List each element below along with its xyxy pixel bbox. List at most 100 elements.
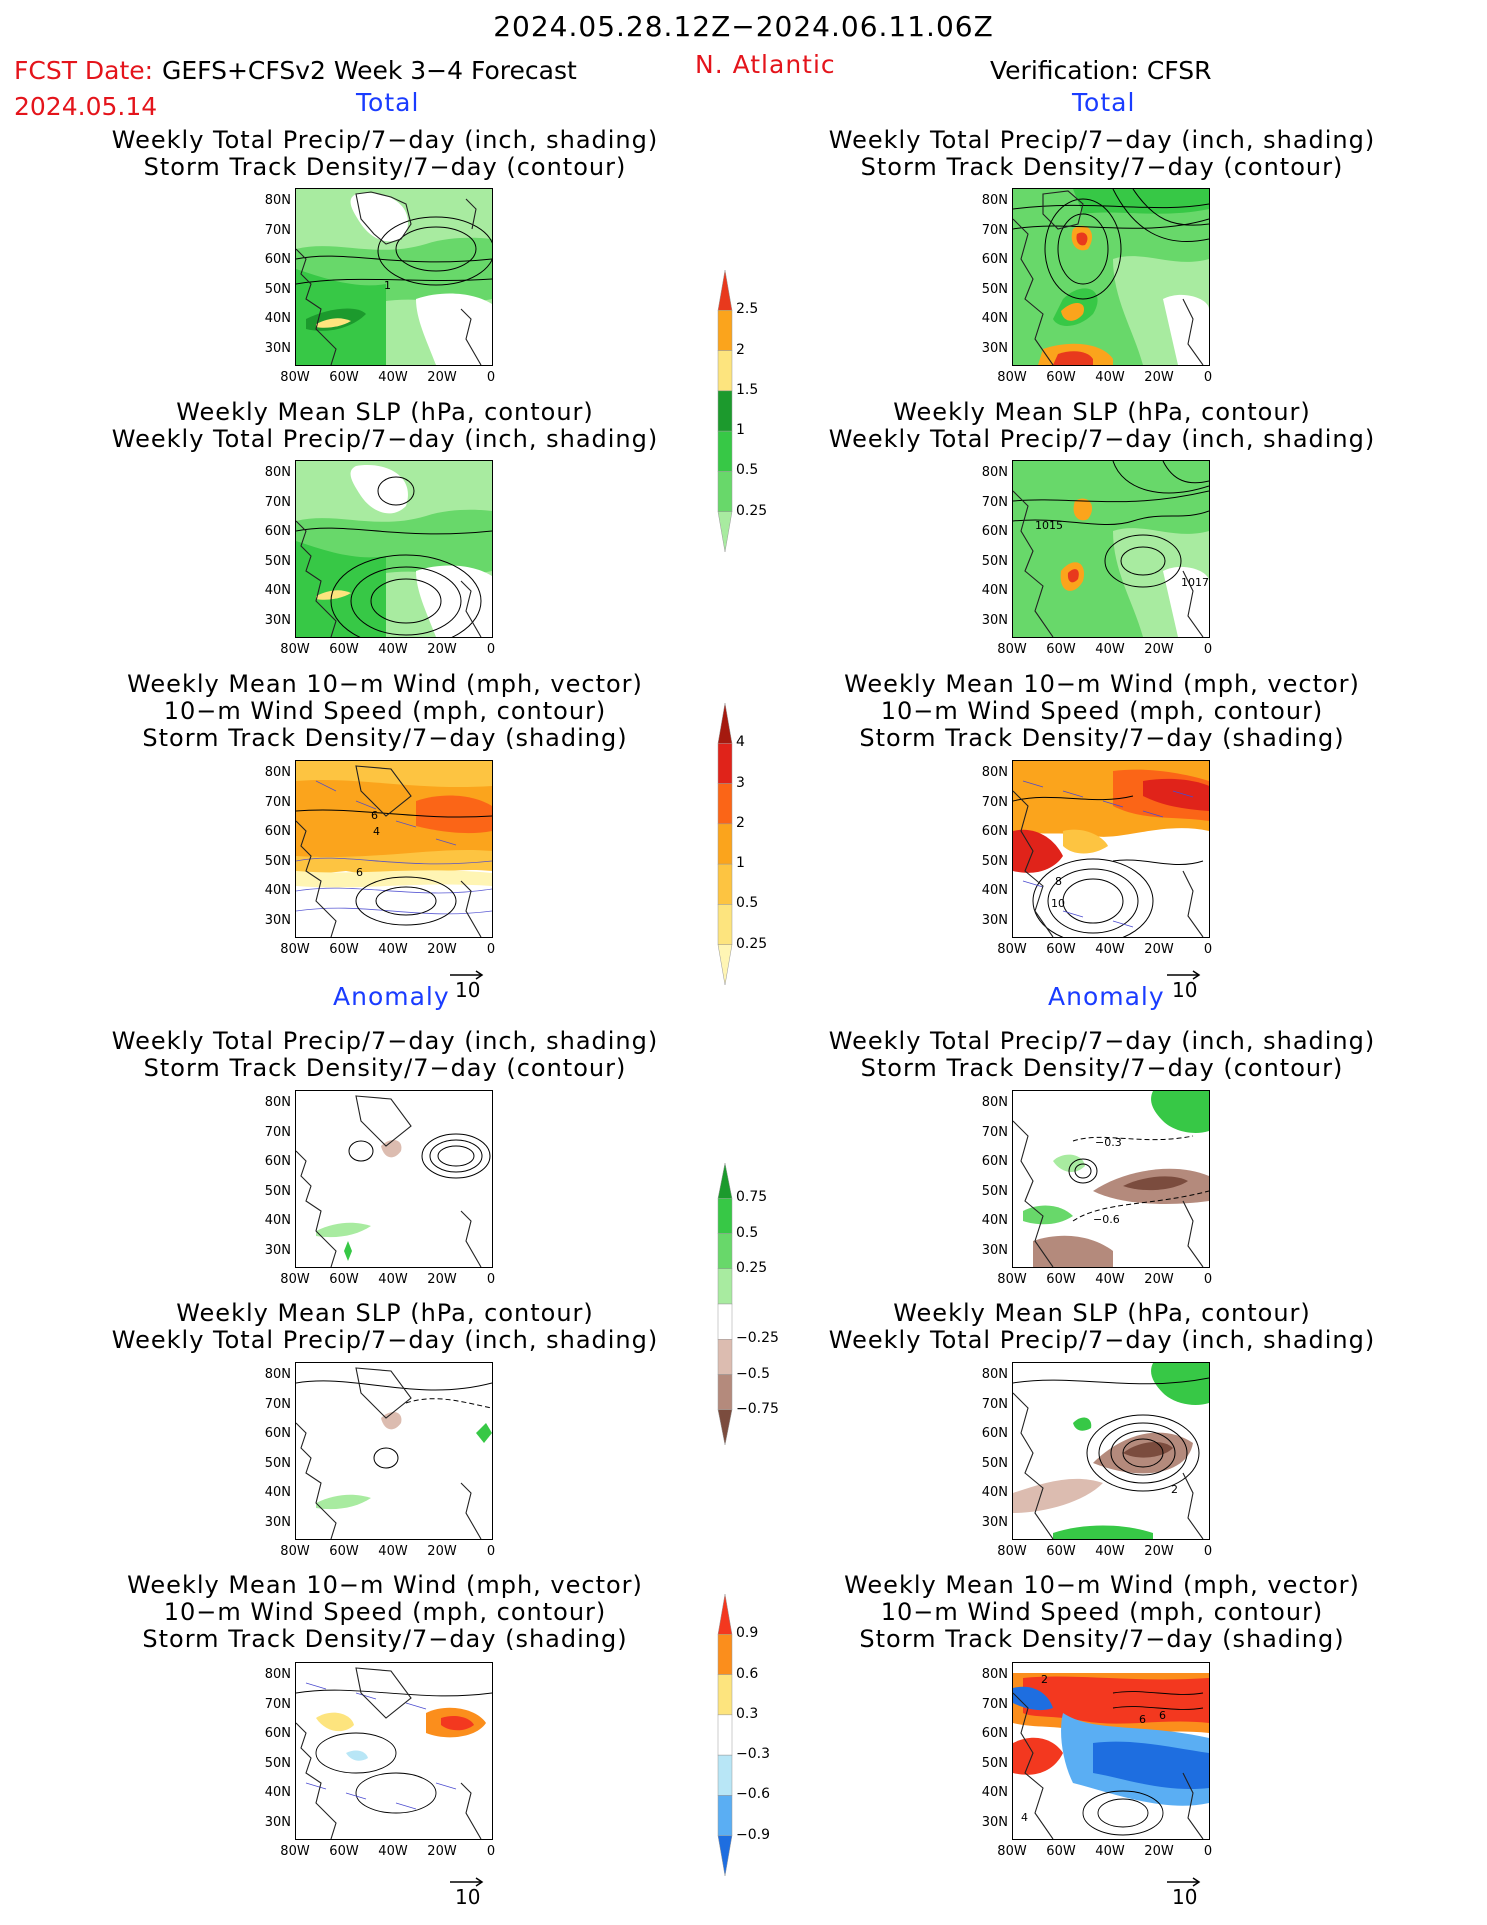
lon-tick-label: 0 xyxy=(1203,1544,1213,1559)
colorbar-tick-label: −0.6 xyxy=(736,1786,770,1803)
title-line: Weekly Mean 10−m Wind (mph, vector) xyxy=(127,670,643,698)
lat-tick-label: 40N xyxy=(981,583,1008,598)
svg-text:6: 6 xyxy=(1159,1709,1166,1722)
lat-tick-label: 70N xyxy=(264,794,291,810)
map-fc-anom-slp xyxy=(295,1362,493,1540)
map-fc-total-slp xyxy=(295,460,493,638)
panel-title-fc-total-precip: Weekly Total Precip/7−day (inch, shading… xyxy=(35,127,735,181)
svg-text:−0.6: −0.6 xyxy=(1093,1213,1120,1226)
vector-ref-label: 10 xyxy=(455,1885,481,1909)
lon-tick-label: 0 xyxy=(1203,1272,1213,1287)
lat-tick-label: 80N xyxy=(981,465,1008,480)
title-line: Storm Track Density/7−day (contour) xyxy=(860,1054,1344,1082)
colorbar-tick-label: 1 xyxy=(736,422,745,439)
colorbar-segment xyxy=(717,1674,733,1716)
title-line: Weekly Total Precip/7−day (inch, shading… xyxy=(111,1326,659,1354)
map-ver-anom-slp: 2 xyxy=(1012,1362,1210,1540)
lat-tick-label: 30N xyxy=(981,340,1008,356)
panel-title-fc-anom-precip: Weekly Total Precip/7−day (inch, shading… xyxy=(35,1028,735,1082)
title-line: Weekly Total Precip/7−day (inch, shading… xyxy=(111,126,659,154)
colorbar-tick-label: 4 xyxy=(736,734,745,751)
lon-tick-label: 80W xyxy=(997,370,1027,385)
title-line: Storm Track Density/7−day (shading) xyxy=(859,1625,1345,1653)
colorbar-tick-label: 1.5 xyxy=(736,381,759,398)
colorbar-tick-label: 0.25 xyxy=(736,935,768,952)
title-line: 10−m Wind Speed (mph, contour) xyxy=(163,1598,607,1626)
colorbar-tick-label: 3 xyxy=(736,774,745,791)
colorbar-tick-label: −0.25 xyxy=(736,1330,779,1347)
colorbar-tick-label: 0.3 xyxy=(736,1705,759,1722)
lat-tick-label: 50N xyxy=(264,553,291,569)
colorbar-tick-label: −0.5 xyxy=(736,1365,770,1382)
svg-text:6: 6 xyxy=(1139,1713,1146,1726)
colorbar-segment xyxy=(717,1233,733,1269)
lat-tick-label: 60N xyxy=(264,252,291,267)
lon-tick-label: 20W xyxy=(427,1272,457,1287)
lon-tick-label: 0 xyxy=(1203,1844,1213,1859)
title-line: Weekly Mean SLP (hPa, contour) xyxy=(176,1299,594,1327)
lon-tick-label: 40W xyxy=(378,1544,408,1559)
lon-tick-label: 80W xyxy=(280,370,310,385)
title-line: Weekly Mean SLP (hPa, contour) xyxy=(893,398,1311,426)
lon-tick-label: 40W xyxy=(1095,1544,1125,1559)
lat-tick-label: 40N xyxy=(981,1485,1008,1500)
svg-text:4: 4 xyxy=(373,825,380,838)
svg-text:6: 6 xyxy=(371,809,378,822)
lon-tick-label: 0 xyxy=(486,1272,496,1287)
title-line: Weekly Mean SLP (hPa, contour) xyxy=(893,1299,1311,1327)
colorbar-segment xyxy=(717,1795,733,1836)
lon-tick-label: 60W xyxy=(1046,370,1076,385)
svg-text:1015: 1015 xyxy=(1035,519,1063,532)
lat-tick-label: 60N xyxy=(264,824,291,839)
svg-text:4: 4 xyxy=(1021,1811,1028,1824)
vector-ref-label: 10 xyxy=(1172,978,1198,1002)
colorbar-segment xyxy=(717,783,733,825)
map-ver-anom-wind: 2 4 6 6 xyxy=(1012,1662,1210,1840)
lat-tick-label: 40N xyxy=(264,1485,291,1500)
lat-tick-label: 60N xyxy=(981,252,1008,267)
lat-tick-label: 30N xyxy=(981,1514,1008,1530)
map-ver-total-wind: 8 10 xyxy=(1012,760,1210,938)
lon-tick-label: 80W xyxy=(997,1844,1027,1859)
svg-text:1: 1 xyxy=(384,279,391,292)
lon-tick-label: 40W xyxy=(378,370,408,385)
lat-tick-label: 30N xyxy=(981,612,1008,628)
lon-tick-label: 60W xyxy=(329,1272,359,1287)
lat-tick-label: 70N xyxy=(981,1696,1008,1712)
colorbar-tick-label: 0.5 xyxy=(736,1224,759,1241)
section-total-verification: Total xyxy=(1072,88,1136,117)
lat-tick-label: 80N xyxy=(264,1367,291,1382)
colorbar-segment xyxy=(717,1198,733,1234)
lon-tick-label: 40W xyxy=(1095,642,1125,657)
lat-tick-label: 50N xyxy=(981,1183,1008,1199)
lat-tick-label: 60N xyxy=(981,524,1008,539)
lon-tick-label: 60W xyxy=(1046,1844,1076,1859)
lon-tick-label: 20W xyxy=(1144,370,1174,385)
lat-tick-label: 40N xyxy=(264,1213,291,1228)
lon-tick-label: 20W xyxy=(1144,1844,1174,1859)
lon-tick-label: 60W xyxy=(1046,1272,1076,1287)
lat-tick-label: 30N xyxy=(981,1242,1008,1258)
lon-tick-label: 40W xyxy=(378,642,408,657)
lat-tick-label: 30N xyxy=(264,612,291,628)
svg-text:1017: 1017 xyxy=(1181,576,1209,589)
lat-tick-label: 50N xyxy=(264,281,291,297)
panel-title-fc-total-wind: Weekly Mean 10−m Wind (mph, vector) 10−m… xyxy=(35,671,735,752)
colorbar-tick-label: −0.9 xyxy=(736,1826,770,1843)
panel-title-fc-total-slp: Weekly Mean SLP (hPa, contour) Weekly To… xyxy=(35,399,735,453)
colorbar-segment xyxy=(717,269,733,311)
title-line: 10−m Wind Speed (mph, contour) xyxy=(880,697,1324,725)
lon-tick-label: 0 xyxy=(1203,370,1213,385)
verification-label: Verification: CFSR xyxy=(990,56,1212,85)
region-label: N. Atlantic xyxy=(695,50,836,79)
lat-tick-label: 50N xyxy=(981,1755,1008,1771)
lon-tick-label: 0 xyxy=(486,1844,496,1859)
lat-tick-label: 30N xyxy=(264,1242,291,1258)
lat-tick-label: 50N xyxy=(981,281,1008,297)
lat-tick-label: 30N xyxy=(981,1814,1008,1830)
colorbar-tick-label: 2.5 xyxy=(736,301,759,318)
lat-tick-label: 60N xyxy=(264,1426,291,1441)
svg-text:8: 8 xyxy=(1055,875,1062,888)
lat-tick-label: 80N xyxy=(264,1667,291,1682)
lat-tick-label: 80N xyxy=(981,193,1008,208)
